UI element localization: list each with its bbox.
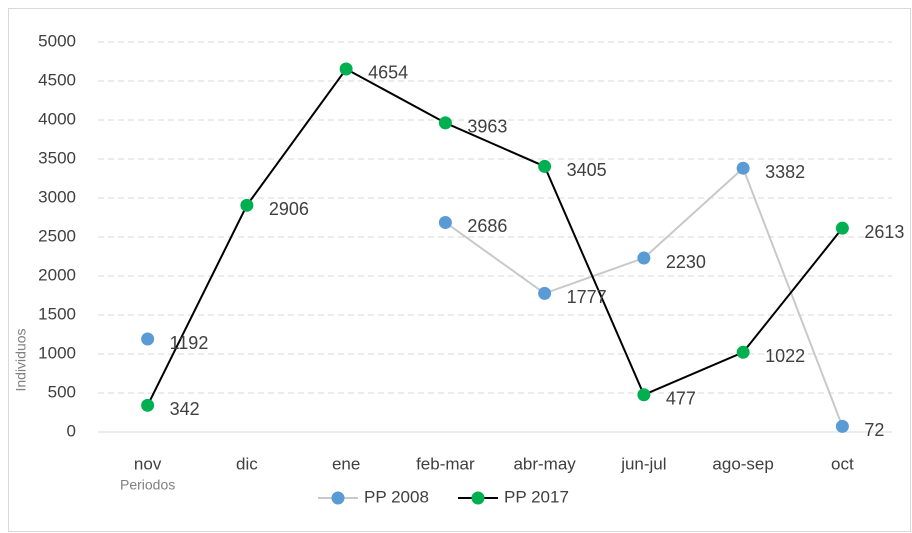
x-axis-label: Periodos <box>120 477 175 493</box>
data-label: 342 <box>170 399 200 419</box>
data-label: 2906 <box>269 199 309 219</box>
y-axis-label: Individuos <box>13 328 29 391</box>
legend-marker <box>331 491 345 505</box>
marker <box>339 62 353 76</box>
legend-marker <box>471 491 485 505</box>
data-label: 2686 <box>467 216 507 236</box>
series-line <box>444 166 844 427</box>
y-tick-label: 2500 <box>38 226 76 245</box>
data-label: 4654 <box>368 63 408 83</box>
x-tick-label: ago-sep <box>712 454 773 473</box>
chart-border <box>8 8 911 532</box>
data-label: 72 <box>864 420 884 440</box>
x-tick-label: ene <box>332 454 360 473</box>
y-tick-label: 3000 <box>38 187 76 206</box>
data-label: 2230 <box>666 252 706 272</box>
marker <box>736 161 750 175</box>
x-tick-label: abr-may <box>513 454 576 473</box>
x-tick-label: dic <box>236 454 258 473</box>
marker <box>835 221 849 235</box>
x-tick-label: feb-mar <box>416 454 475 473</box>
y-tick-label: 2000 <box>38 265 76 284</box>
x-tick-label: oct <box>831 454 854 473</box>
x-tick-label: nov <box>134 454 162 473</box>
marker <box>835 419 849 433</box>
marker <box>141 332 155 346</box>
data-label: 3382 <box>765 162 805 182</box>
y-tick-label: 0 <box>67 421 76 440</box>
marker <box>438 215 452 229</box>
y-tick-label: 4500 <box>38 70 76 89</box>
data-label: 1022 <box>765 346 805 366</box>
legend-label: PP 2017 <box>504 487 569 506</box>
legend-label: PP 2008 <box>364 487 429 506</box>
data-label: 3405 <box>567 160 607 180</box>
y-tick-label: 3500 <box>38 148 76 167</box>
marker <box>637 388 651 402</box>
marker <box>736 345 750 359</box>
data-label: 3963 <box>467 117 507 137</box>
y-tick-label: 4000 <box>38 109 76 128</box>
y-tick-label: 1000 <box>38 343 76 362</box>
y-tick-label: 1500 <box>38 304 76 323</box>
series-line <box>146 67 844 406</box>
marker <box>538 286 552 300</box>
y-tick-label: 5000 <box>38 31 76 50</box>
marker <box>538 159 552 173</box>
data-label: 1192 <box>170 333 209 353</box>
y-tick-label: 500 <box>48 382 76 401</box>
marker <box>637 251 651 265</box>
x-tick-label: jun-jul <box>620 454 666 473</box>
data-label: 477 <box>666 389 696 409</box>
marker <box>141 398 155 412</box>
marker <box>438 116 452 130</box>
data-label: 1777 <box>567 287 607 307</box>
marker <box>240 198 254 212</box>
data-label: 2613 <box>864 222 904 242</box>
